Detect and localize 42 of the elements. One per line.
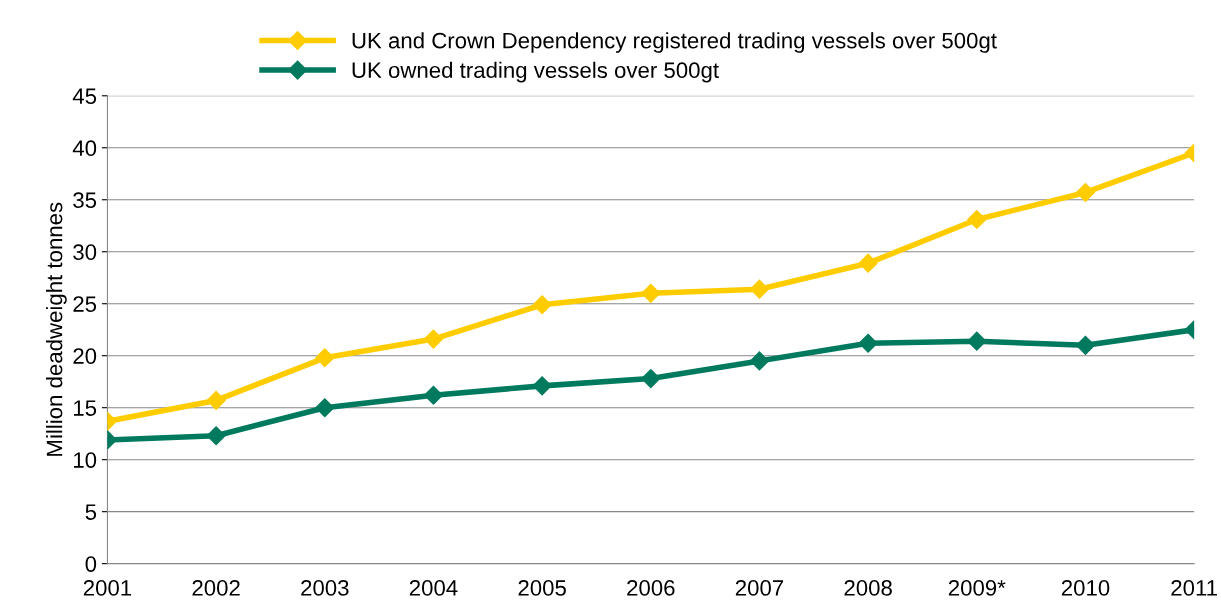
y-tick-label: 40 [72,140,97,157]
x-tick-label: 2006 [627,580,675,596]
y-tick-label: 5 [85,504,97,520]
y-tick-label: 30 [73,244,97,261]
point [206,390,226,410]
y-axis-title: Million deadweight tonnes [46,202,67,456]
point [423,385,443,405]
point [641,369,661,389]
y-tick-label: 20 [73,348,97,364]
x-tick-label: 2005 [518,580,566,596]
point [641,283,661,303]
point [1075,335,1096,355]
point [423,329,443,349]
y-tick-label: 10 [74,452,97,468]
x-tick-label: 2007 [735,580,784,596]
point [858,253,878,273]
x-tick-label: 2011 [1171,580,1217,596]
point [749,279,769,299]
x-tick-label: 2002 [192,580,240,596]
x-tick-label: 2001 [83,580,132,596]
x-tick-label: 2008 [844,580,892,596]
x-tick-label: 2010 [1061,580,1110,596]
legend-label: UK and Crown Dependency registered trading vessels over 500gt [352,32,997,53]
y-tick-label: 15 [74,400,97,416]
legend-label: UK owned trading vessels over 500gt [352,61,719,83]
point [749,351,769,371]
point [1075,182,1096,203]
x-tick-label: 2004 [409,580,458,596]
y-tick-label: 0 [85,556,97,572]
point [315,348,335,368]
y-tick-label: 45 [72,88,97,105]
point [967,209,987,230]
x-tick-label: 2009* [948,580,1006,596]
x-tick-label: 2003 [301,580,349,596]
point [532,376,552,396]
point [967,331,987,351]
y-tick-label: 35 [73,192,97,209]
point [206,426,226,446]
point [858,333,878,353]
point [532,295,552,315]
y-tick-label: 25 [73,296,97,312]
point [315,398,335,418]
